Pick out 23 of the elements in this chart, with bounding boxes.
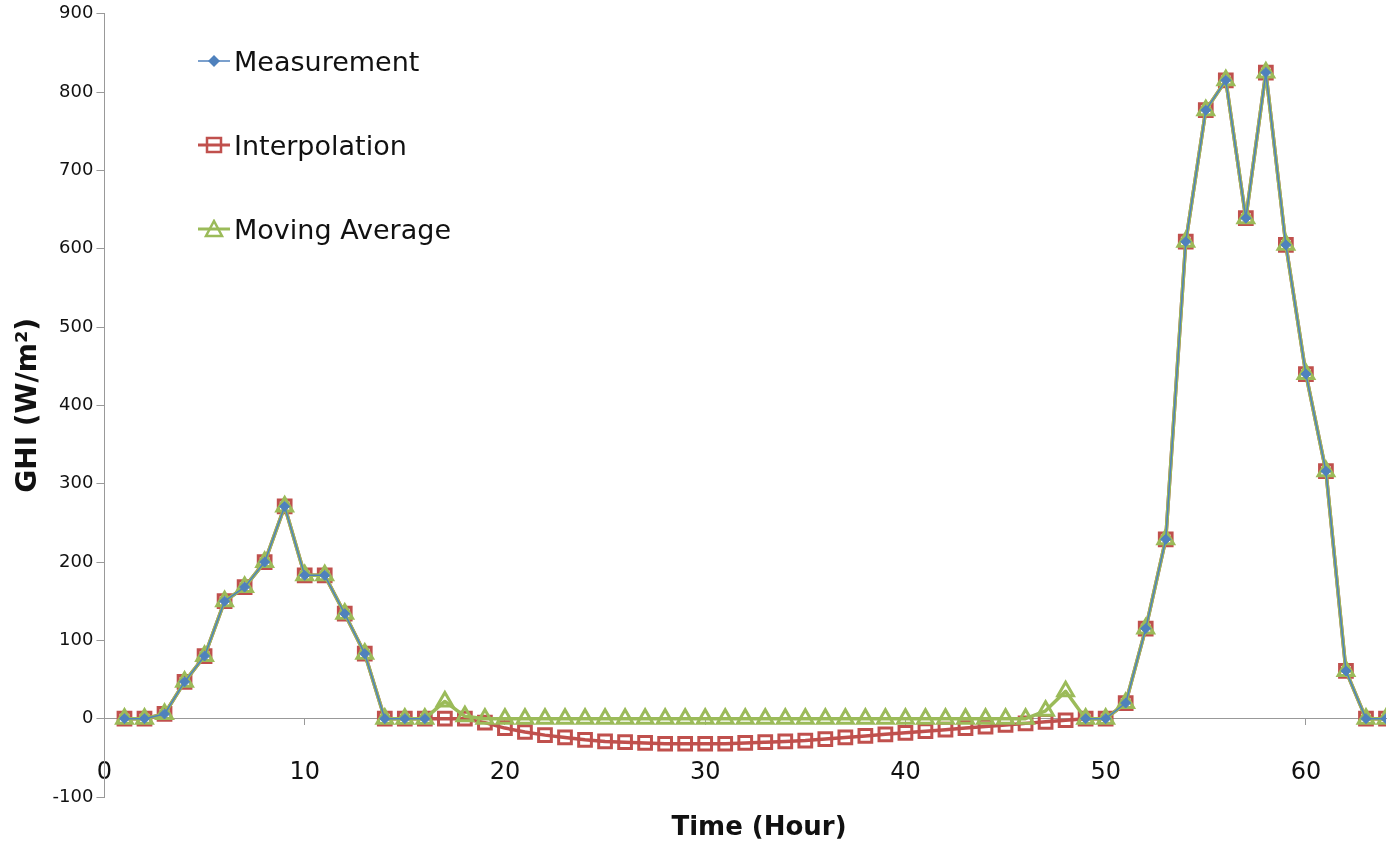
y-tick-label: 100 [59,628,94,650]
legend-label: Moving Average [234,213,452,245]
y-tick-label: 900 [59,1,94,23]
y-tick-label: 600 [59,236,94,258]
x-tick-label: 50 [1090,757,1121,786]
y-tick-label: 0 [82,706,94,728]
y-tick-label: 700 [59,158,94,180]
y-tick-label: 300 [59,471,94,493]
x-tick-label: 0 [96,757,113,786]
legend-label: Measurement [234,45,420,77]
y-tick-label: 200 [59,549,94,571]
x-tick-label: 60 [1290,757,1322,786]
legend-label: Interpolation [234,129,407,161]
y-tick-label: 800 [59,79,94,101]
y-tick-label: 400 [59,393,94,415]
x-tick-label: 10 [289,757,320,786]
x-tick-label: 40 [890,757,921,786]
y-axis-title: GHI (W/m²) [10,318,44,493]
x-axis-title: Time (Hour) [670,811,848,841]
y-tick-label: 500 [59,314,94,336]
y-tick-label: -100 [52,784,94,806]
x-tick-label: 20 [489,757,521,786]
x-tick-label: 30 [689,757,721,786]
